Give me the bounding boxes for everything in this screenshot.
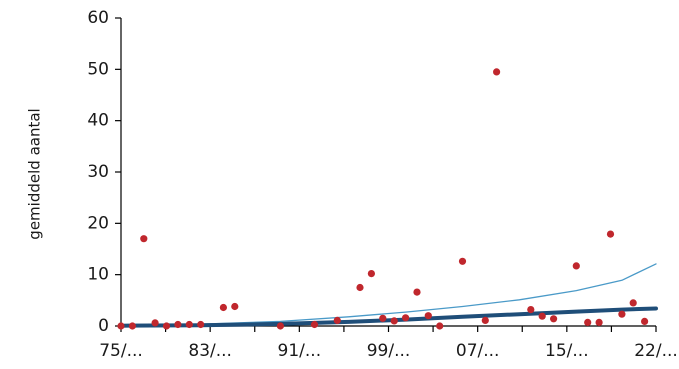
data-point <box>379 314 387 322</box>
data-point <box>140 235 148 243</box>
y-tick-label: 10 <box>87 265 109 285</box>
data-point <box>436 322 444 330</box>
data-point <box>606 230 615 238</box>
data-point <box>458 257 467 265</box>
data-point <box>618 310 626 318</box>
data-point <box>174 320 182 329</box>
data-point <box>527 306 535 314</box>
y-tick-label: 20 <box>87 213 109 233</box>
data-point <box>413 288 421 296</box>
data-point <box>481 316 489 324</box>
data-point <box>356 283 364 292</box>
labels-layer: gemiddeld aantal <box>26 108 44 239</box>
data-point <box>333 316 341 324</box>
data-point <box>402 314 410 322</box>
y-tick-label: 40 <box>87 111 109 131</box>
data-point <box>219 303 227 312</box>
data-point <box>367 270 375 278</box>
x-tick-label: 83/... <box>188 341 232 361</box>
data-point <box>185 320 193 329</box>
data-point <box>197 320 205 329</box>
data-point <box>641 317 649 325</box>
data-point <box>493 68 501 76</box>
data-point <box>595 318 603 326</box>
data-point <box>584 318 592 326</box>
data-point <box>117 322 125 330</box>
data-point <box>162 322 171 330</box>
y-axis-title: gemiddeld aantal <box>26 108 44 239</box>
y-tick-label: 0 <box>98 316 109 336</box>
y-tick-label: 50 <box>87 59 109 79</box>
data-point <box>276 322 284 330</box>
y-tick-label: 60 <box>87 8 109 28</box>
data-point <box>572 262 580 270</box>
data-point <box>538 312 546 320</box>
data-point <box>390 317 398 325</box>
x-tick-label: 15/... <box>545 341 589 361</box>
data-point <box>424 312 432 320</box>
data-point <box>310 320 319 329</box>
x-tick-label: 22/... <box>634 341 678 361</box>
series-layer <box>117 68 658 330</box>
y-tick-label: 30 <box>87 162 109 182</box>
x-tick-label: 99/... <box>367 341 411 361</box>
data-point <box>128 322 136 330</box>
data-point <box>231 302 239 311</box>
x-tick-label: 75/... <box>99 341 143 361</box>
x-tick-label: 07/... <box>456 341 500 361</box>
data-point <box>550 315 558 323</box>
upper-band-line <box>120 263 657 327</box>
x-tick-label: 91/... <box>278 341 322 361</box>
data-point <box>151 319 159 327</box>
axes: 0 10 20 30 40 50 60 75/... 83/... 91/... 99/... 07/… <box>87 8 677 361</box>
data-point <box>629 299 637 307</box>
trend-line <box>119 306 658 328</box>
